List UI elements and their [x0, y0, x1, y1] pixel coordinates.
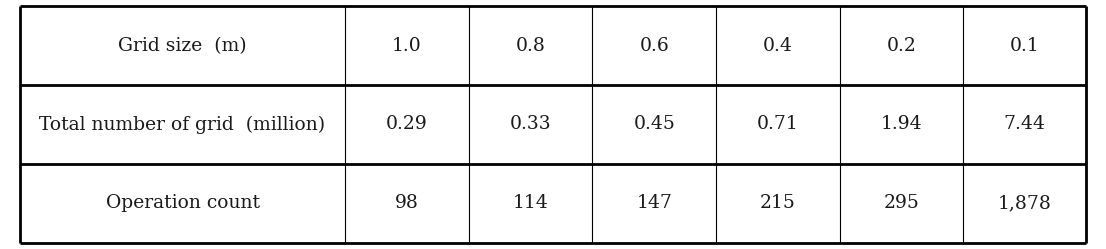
Text: 0.8: 0.8	[515, 37, 545, 55]
Text: 0.45: 0.45	[634, 115, 676, 133]
Text: 114: 114	[513, 194, 549, 212]
Text: 0.29: 0.29	[386, 115, 428, 133]
Text: 215: 215	[760, 194, 796, 212]
Text: 0.1: 0.1	[1010, 37, 1040, 55]
Text: Grid size  (m): Grid size (m)	[118, 37, 247, 55]
Text: Operation count: Operation count	[105, 194, 260, 212]
Text: 0.4: 0.4	[763, 37, 793, 55]
Text: 98: 98	[395, 194, 419, 212]
Text: 147: 147	[636, 194, 672, 212]
Text: 1.94: 1.94	[880, 115, 922, 133]
Text: 0.71: 0.71	[758, 115, 799, 133]
Text: 0.33: 0.33	[510, 115, 552, 133]
Text: 1.0: 1.0	[392, 37, 421, 55]
Text: 0.6: 0.6	[639, 37, 669, 55]
Text: 7.44: 7.44	[1004, 115, 1046, 133]
Text: 0.2: 0.2	[887, 37, 917, 55]
Text: 295: 295	[884, 194, 919, 212]
Text: Total number of grid  (million): Total number of grid (million)	[40, 115, 325, 133]
Text: 1,878: 1,878	[998, 194, 1052, 212]
